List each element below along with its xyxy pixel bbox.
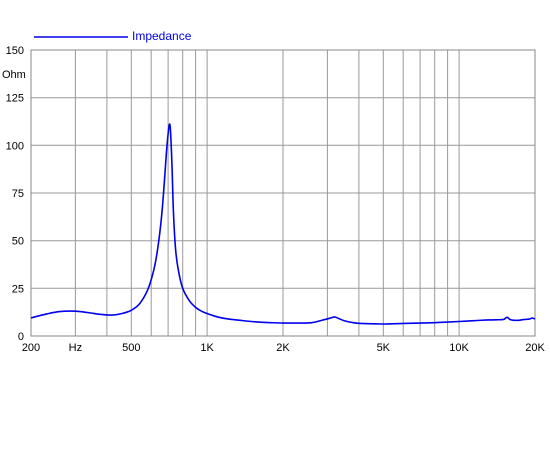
- x-axis-ticks: 200 Hz 500 1K 2K 5K 10K 20K: [22, 342, 546, 354]
- y-tick-label: 150: [6, 45, 24, 57]
- y-tick-label: 25: [12, 283, 24, 295]
- y-axis-label: Ohm: [2, 69, 26, 81]
- series-group: [30, 123, 536, 325]
- y-tick-label: 100: [6, 140, 24, 152]
- legend: Impedance: [34, 29, 192, 43]
- x-tick-label: 10K: [449, 342, 469, 354]
- y-tick-label: 0: [18, 331, 24, 343]
- legend-label-impedance: Impedance: [132, 29, 192, 43]
- gridlines: [31, 49, 536, 337]
- y-axis-ticks: 0 25 50 75 100 125 150: [6, 45, 24, 343]
- y-tick-label: 50: [12, 236, 24, 248]
- plot-frame: [30, 49, 536, 337]
- y-tick-label: 75: [12, 188, 24, 200]
- x-tick-label: 1K: [200, 342, 214, 354]
- x-tick-label: 20K: [525, 342, 545, 354]
- x-tick-label: 200: [22, 342, 40, 354]
- x-tick-label: 5K: [377, 342, 391, 354]
- x-tick-label: Hz: [69, 342, 82, 354]
- y-tick-label: 125: [6, 93, 24, 105]
- x-tick-label: 2K: [276, 342, 290, 354]
- series-line-impedance: [30, 123, 536, 325]
- x-tick-label: 500: [122, 342, 140, 354]
